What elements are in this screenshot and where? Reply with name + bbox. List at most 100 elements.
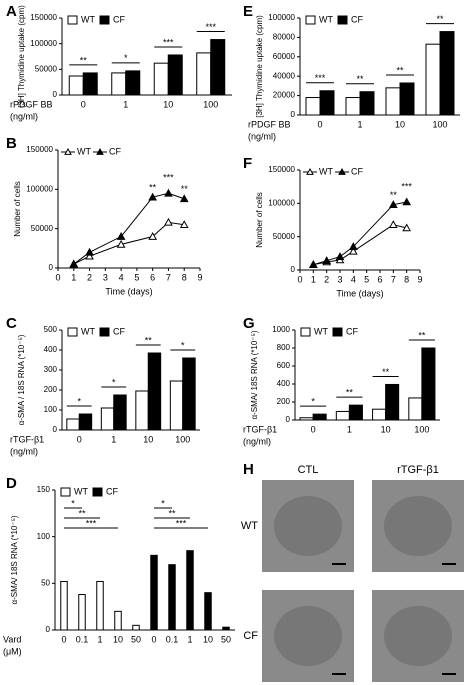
panel-letter: G bbox=[243, 315, 255, 332]
legend-label: CF bbox=[109, 146, 121, 156]
bar bbox=[421, 347, 436, 421]
x-tick-label: 100 bbox=[175, 434, 190, 444]
y-tick-label: 0 bbox=[291, 265, 296, 274]
x-tick-label: 1 bbox=[97, 634, 102, 644]
legend-swatch bbox=[337, 15, 348, 25]
bar bbox=[82, 72, 98, 96]
x-tick-label: 5 bbox=[364, 274, 369, 284]
legend-label: CF bbox=[113, 326, 125, 336]
x-tick-label: 10 bbox=[203, 634, 213, 644]
legend-swatch bbox=[332, 327, 343, 337]
x-tick-label: 10 bbox=[143, 434, 153, 444]
bar bbox=[385, 383, 400, 421]
sig-label: ** bbox=[356, 74, 364, 84]
legend-label: WT bbox=[81, 326, 95, 336]
column-label: rTGF-β1 bbox=[397, 464, 439, 476]
sig-label: ** bbox=[181, 184, 189, 194]
sig-label: * bbox=[124, 53, 128, 63]
y-tick-label: 100000 bbox=[30, 39, 57, 48]
point bbox=[322, 256, 332, 264]
point bbox=[148, 232, 158, 240]
legend-label: WT bbox=[319, 14, 333, 24]
bar bbox=[305, 97, 321, 116]
x-tick-label: 100 bbox=[203, 99, 218, 109]
sig-label: * bbox=[112, 377, 116, 387]
legend-label: WT bbox=[314, 326, 328, 336]
x-tick-label: 8 bbox=[182, 272, 187, 282]
bar bbox=[111, 72, 127, 96]
bar bbox=[372, 408, 387, 421]
y-tick-label: 100000 bbox=[268, 13, 295, 22]
bar bbox=[153, 62, 169, 96]
y-tick-label: 400 bbox=[277, 379, 291, 388]
x-tick-label: 3 bbox=[337, 274, 342, 284]
x-tick-label: 1 bbox=[347, 424, 352, 434]
legend-marker bbox=[96, 147, 104, 155]
legend-swatch bbox=[67, 327, 78, 337]
row-label: WT bbox=[241, 520, 258, 532]
bar bbox=[132, 624, 140, 631]
micrograph-texture bbox=[274, 606, 342, 666]
sig-label: *** bbox=[86, 518, 97, 528]
y-tick-label: 100 bbox=[37, 532, 51, 541]
legend-swatch bbox=[67, 15, 78, 25]
x-tick-label: 10 bbox=[381, 424, 391, 434]
sig-label: *** bbox=[176, 518, 187, 528]
sig-label: *** bbox=[401, 181, 412, 191]
y-tick-label: 50 bbox=[41, 578, 50, 587]
x-tick-label: 2 bbox=[87, 272, 92, 282]
y-axis-label: Number of cells bbox=[255, 192, 264, 248]
x-tick-label: 0 bbox=[297, 274, 302, 284]
sig-label: *** bbox=[315, 73, 326, 83]
legend-marker bbox=[306, 167, 314, 175]
bar bbox=[167, 54, 183, 96]
y-tick-label: 150 bbox=[37, 485, 51, 494]
x-tick-label: 10 bbox=[395, 119, 405, 129]
bar bbox=[150, 554, 158, 631]
sig-label: *** bbox=[205, 22, 216, 32]
y-tick-label: 0 bbox=[46, 625, 51, 634]
legend-label: WT bbox=[319, 166, 333, 176]
x-tick-label: 6 bbox=[377, 274, 382, 284]
micrograph-texture bbox=[274, 496, 342, 556]
legend-label: WT bbox=[77, 146, 91, 156]
y-tick-label: 100000 bbox=[26, 184, 53, 193]
bar bbox=[210, 39, 226, 96]
bar bbox=[135, 390, 149, 431]
bar bbox=[425, 43, 441, 116]
x-tick-label: 1 bbox=[111, 434, 116, 444]
legend-swatch bbox=[99, 327, 110, 337]
point bbox=[335, 252, 345, 260]
panel-letter: C bbox=[6, 315, 17, 332]
point bbox=[388, 220, 398, 228]
point bbox=[85, 247, 94, 256]
column-label: CTL bbox=[298, 464, 319, 476]
x-axis-label: Vard bbox=[3, 634, 21, 644]
x-tick-label: 0 bbox=[61, 634, 66, 644]
x-tick-label: 0 bbox=[81, 99, 86, 109]
y-tick-label: 40000 bbox=[273, 71, 296, 80]
y-tick-label: 200 bbox=[277, 397, 291, 406]
micrograph-texture bbox=[384, 496, 452, 556]
y-tick-label: 1000 bbox=[272, 325, 290, 334]
x-tick-label: 9 bbox=[417, 274, 422, 284]
legend-marker bbox=[64, 147, 72, 155]
x-tick-label: 0.1 bbox=[166, 634, 179, 644]
point bbox=[402, 223, 412, 232]
bar bbox=[168, 564, 176, 631]
x-tick-label: 6 bbox=[150, 272, 155, 282]
y-tick-label: 80000 bbox=[273, 33, 296, 42]
bar bbox=[66, 418, 80, 431]
bar bbox=[204, 592, 212, 631]
legend-swatch bbox=[300, 327, 311, 337]
x-axis-unit: (μM) bbox=[3, 646, 22, 656]
y-tick-label: 500 bbox=[44, 325, 58, 334]
bar bbox=[113, 394, 127, 431]
sig-label: *** bbox=[163, 173, 174, 183]
x-tick-label: 10 bbox=[113, 634, 123, 644]
bar bbox=[222, 626, 230, 631]
legend-label: WT bbox=[74, 486, 88, 496]
y-tick-label: 60000 bbox=[273, 52, 296, 61]
sig-label: * bbox=[181, 340, 185, 350]
